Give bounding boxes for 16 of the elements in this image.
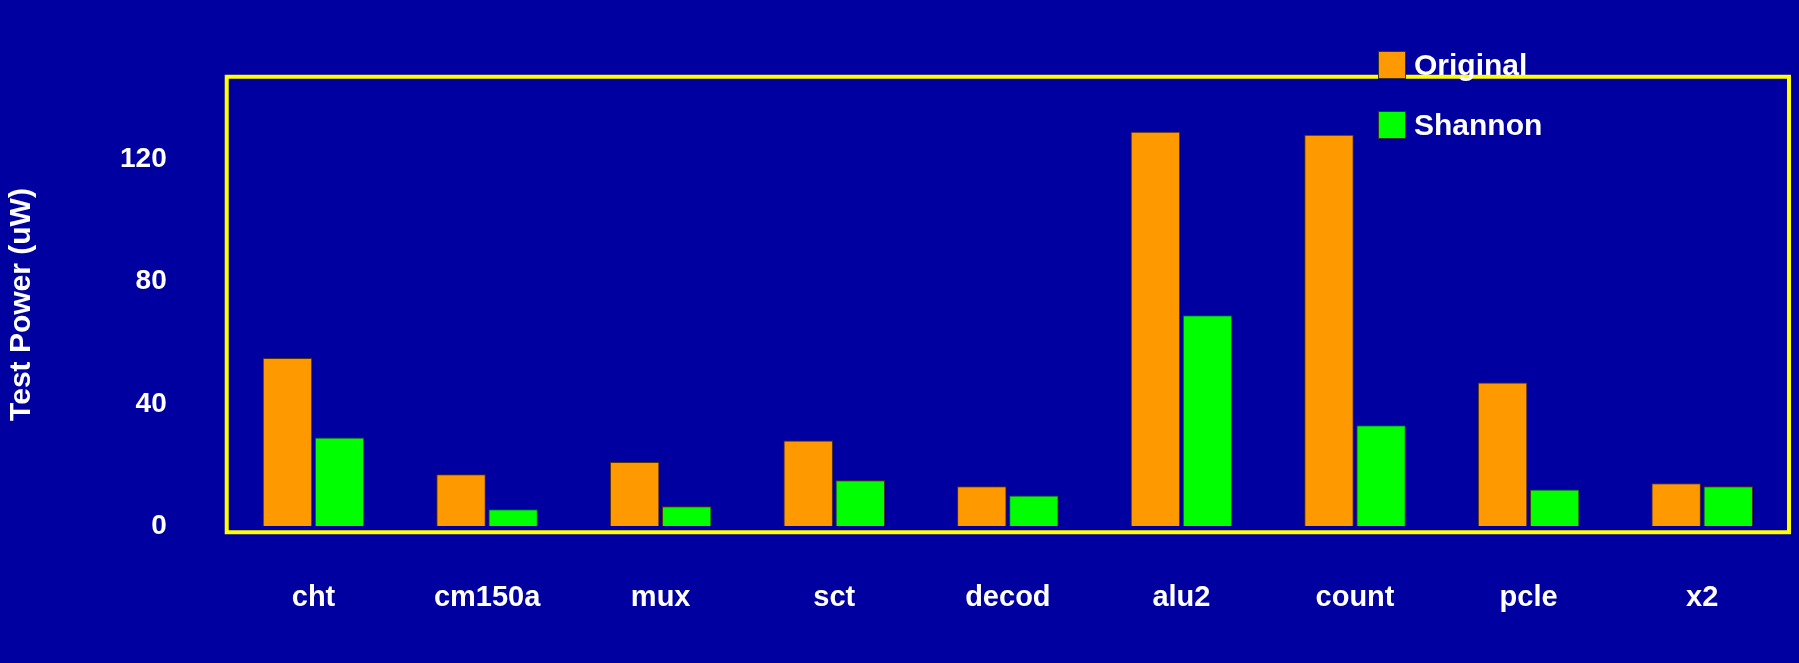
x-tick-label: decod [965, 579, 1051, 612]
x-tick-label: alu2 [1152, 579, 1211, 612]
x-tick-label: count [1315, 579, 1395, 612]
legend-label: Shannon [1414, 108, 1543, 142]
x-tick-label: pcle [1499, 579, 1558, 612]
legend-label: Original [1414, 48, 1528, 82]
x-tick-label: sct [813, 579, 856, 612]
y-axis-title: Test Power (uW) [3, 188, 37, 421]
x-tick-label: cht [291, 579, 336, 612]
x-tick-label: x2 [1686, 579, 1719, 612]
y-tick-label: 80 [135, 264, 167, 296]
y-tick-label: 0 [151, 508, 167, 540]
y-tick-label: 120 [120, 142, 167, 174]
x-tick-label: mux [630, 579, 691, 612]
x-tick-label: cm150a [433, 579, 542, 612]
y-tick-label: 40 [135, 386, 167, 418]
